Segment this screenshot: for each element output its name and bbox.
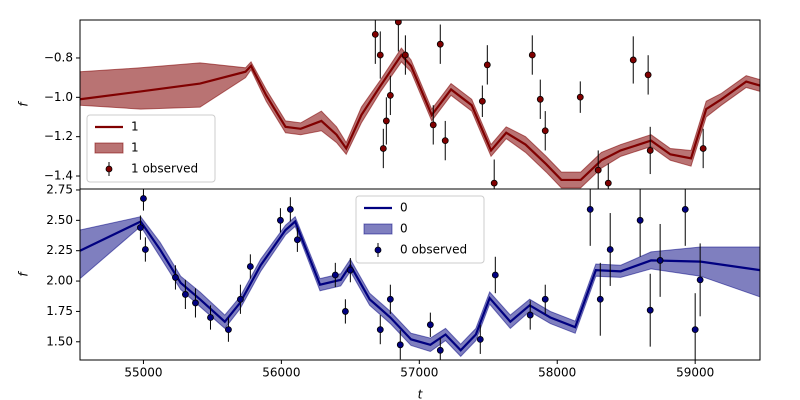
observed-point: [277, 216, 284, 224]
legend-label: 0: [400, 222, 408, 236]
observed-point: [246, 263, 254, 270]
model-line: [80, 219, 760, 352]
observed-point: [696, 276, 704, 284]
observed-point: [536, 95, 544, 103]
model-line: [80, 53, 760, 182]
observed-point: [396, 341, 404, 349]
observed-point: [386, 295, 394, 303]
observed-point: [137, 224, 144, 232]
observed-point: [646, 306, 654, 314]
observed-point: [604, 179, 612, 187]
observed-point: [646, 147, 654, 154]
x-tick-label: 57000: [400, 366, 438, 380]
observed-point: [286, 206, 294, 213]
y-tick-label: −1.2: [44, 129, 73, 143]
observed-point: [140, 195, 147, 202]
y-tick-label: −1.0: [44, 90, 73, 104]
observed-point: [141, 246, 149, 253]
observed-point: [436, 346, 444, 354]
observed-point: [172, 274, 179, 281]
observed-point: [691, 326, 699, 334]
y-tick-label: 1.75: [46, 304, 73, 318]
observed-point: [237, 295, 244, 303]
observed-point: [341, 308, 349, 315]
legend-box: [355, 195, 485, 264]
observed-point: [656, 257, 664, 264]
observed-point: [476, 335, 484, 343]
observed-point: [596, 295, 604, 303]
observed-point: [436, 40, 444, 48]
y-axis-label: f: [17, 271, 31, 277]
observed-point: [401, 51, 409, 59]
observed-point: [644, 71, 652, 79]
observed-point: [541, 127, 549, 135]
observed-point: [386, 91, 394, 99]
y-tick-label: −1.4: [44, 169, 73, 183]
legend-label: 1: [131, 120, 139, 134]
observed-point: [376, 326, 384, 334]
observed-point: [441, 137, 449, 145]
plot-area: [80, 20, 760, 189]
legend-label: 0 observed: [400, 243, 467, 257]
observed-point: [376, 51, 384, 59]
observed-point: [541, 295, 549, 303]
x-tick-label: 59000: [676, 366, 714, 380]
observed-point: [192, 299, 199, 307]
observed-point: [331, 271, 339, 279]
observed-point: [293, 236, 301, 244]
confidence-band: [80, 47, 760, 189]
legend-box: [86, 114, 216, 183]
observed-point: [207, 314, 214, 321]
legend-label: 1 observed: [131, 162, 198, 176]
axes-frame: [79, 188, 761, 361]
observed-point: [379, 145, 387, 152]
legend-swatch: [363, 223, 393, 235]
observed-point: [225, 326, 232, 334]
y-tick-label: 2.50: [46, 213, 73, 227]
observed-point: [394, 20, 402, 26]
observed-point: [681, 206, 689, 213]
observed-point: [426, 321, 434, 329]
observed-point: [382, 117, 390, 125]
y-tick-label: 2.25: [46, 243, 73, 257]
y-tick-label: 2.00: [46, 274, 73, 288]
observed-point: [528, 51, 536, 59]
observed-point: [181, 291, 189, 298]
observed-point: [576, 93, 584, 101]
observed-point: [594, 166, 602, 174]
y-tick-label: 1.50: [46, 334, 73, 348]
x-tick-label: 55000: [124, 366, 162, 380]
y-tick-label: −0.8: [44, 50, 73, 64]
observed-point: [526, 311, 534, 319]
observed-point: [429, 121, 437, 129]
x-tick-label: 58000: [538, 366, 576, 380]
observed-point: [491, 271, 499, 279]
observed-point: [586, 206, 594, 213]
legend-swatch: [374, 246, 382, 254]
observed-point: [483, 61, 491, 69]
observed-point: [478, 97, 486, 105]
observed-point: [346, 266, 354, 274]
observed-point: [699, 145, 707, 152]
observed-point: [371, 30, 379, 38]
observed-point: [629, 56, 637, 64]
plot-area: [80, 189, 760, 360]
legend-label: 0: [400, 201, 408, 215]
x-axis-label: t: [418, 388, 424, 400]
observed-point: [636, 216, 644, 224]
y-axis-label: f: [17, 101, 31, 107]
legend-swatch: [105, 165, 113, 173]
legend-swatch: [94, 142, 124, 154]
y-tick-label: 2.75: [46, 182, 73, 196]
observed-point: [490, 179, 498, 187]
observed-point: [606, 246, 614, 253]
legend-label: 1: [131, 141, 139, 155]
x-tick-label: 56000: [262, 366, 300, 380]
